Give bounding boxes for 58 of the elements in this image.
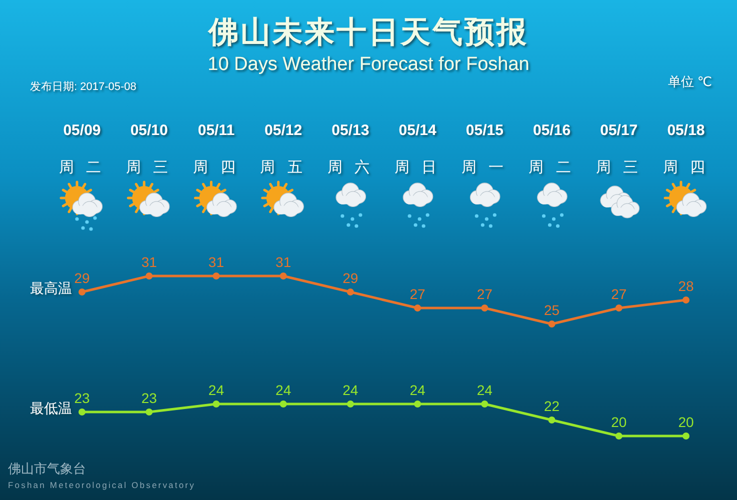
point [346, 400, 354, 408]
series-label: 最高温 [30, 280, 72, 296]
data-label: 28 [678, 278, 694, 294]
category-label: 05/11 周 四 [193, 122, 240, 176]
point [414, 400, 422, 408]
data-label: 20 [678, 414, 694, 430]
point [481, 400, 488, 408]
category-label: 05/12 周 五 [260, 122, 306, 176]
point [78, 408, 86, 416]
data-label: 25 [544, 302, 560, 318]
data-label: 29 [342, 270, 358, 286]
data-label: 29 [74, 270, 90, 286]
data-label: 27 [476, 286, 493, 302]
data-label: 24 [410, 382, 426, 398]
data-label: 24 [276, 382, 292, 398]
point [78, 288, 86, 296]
point [212, 272, 220, 280]
category-label: 05/18 周 四 [662, 122, 710, 176]
data-label: 31 [208, 254, 224, 270]
point [414, 304, 422, 312]
data-label: 20 [611, 414, 627, 430]
category-label: 05/13 周 六 [327, 122, 374, 176]
point [548, 320, 556, 328]
point [346, 288, 354, 296]
point [682, 296, 690, 304]
point [682, 432, 690, 440]
data-label: 27 [410, 286, 426, 302]
category-label: 05/09 周 二 [58, 122, 106, 176]
data-label: 22 [544, 398, 560, 414]
point [280, 272, 287, 280]
category-label: 05/14 周 日 [394, 122, 441, 176]
data-label: 23 [141, 390, 158, 406]
text: 单位 ℃ [668, 74, 712, 89]
point [146, 408, 153, 416]
data-label: 31 [276, 254, 292, 270]
point [212, 400, 220, 408]
point [481, 304, 488, 312]
text: Foshan Meteorological Observatory [8, 480, 196, 490]
text: 佛山市气象台 [8, 461, 86, 476]
chart-subtitle: 10 Days Weather Forecast for Foshan [208, 54, 530, 75]
point [548, 416, 556, 424]
data-label: 27 [611, 286, 627, 302]
data-label: 24 [208, 382, 224, 398]
point [615, 432, 622, 440]
series-label: 最低温 [30, 400, 72, 416]
category-label: 05/17 周 三 [596, 122, 642, 176]
data-label: 24 [342, 382, 358, 398]
text: 发布日期: 2017-05-08 [30, 81, 136, 93]
data-label: 23 [74, 390, 90, 406]
category-label: 05/10 周 三 [126, 122, 172, 176]
data-label: 24 [476, 382, 493, 398]
point [615, 304, 622, 312]
point [146, 272, 153, 280]
chart-title: 佛山未来十日天气预报 [208, 16, 528, 49]
category-label: 05/16 周 二 [528, 122, 575, 176]
category-label: 05/15 周 一 [462, 122, 508, 176]
point [280, 400, 287, 408]
data-label: 31 [141, 254, 158, 270]
